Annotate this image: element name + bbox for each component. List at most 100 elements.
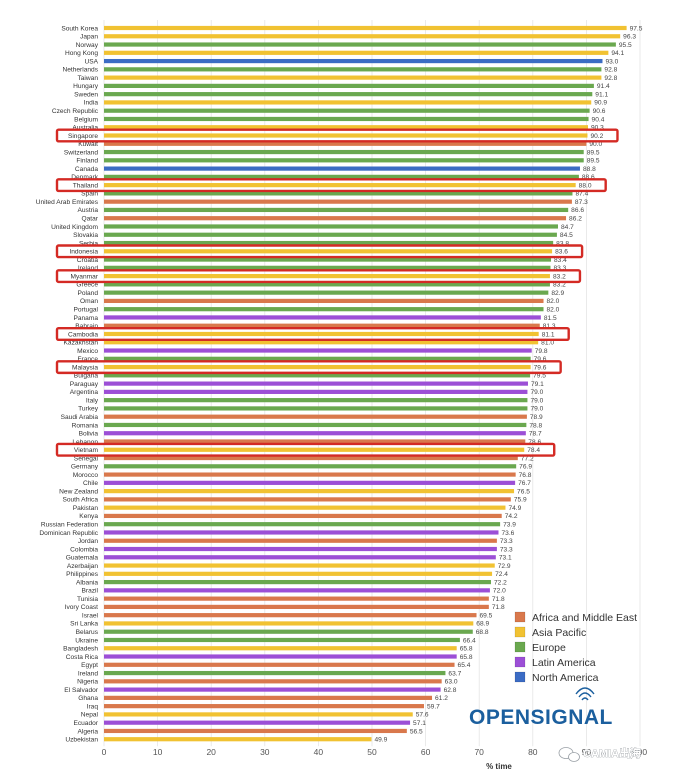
value-label-czech-republic: 90.6 xyxy=(593,108,606,115)
value-label-austria: 86.6 xyxy=(571,207,584,214)
value-label-bulgaria: 79.5 xyxy=(533,373,546,380)
bar-india xyxy=(104,100,592,105)
bar-belgium xyxy=(104,116,589,122)
legend-swatch-latam xyxy=(514,656,526,668)
value-label-taiwan: 92.8 xyxy=(604,75,617,82)
category-label-nepal: Nepal xyxy=(81,712,99,719)
bar-united-arab-emirates xyxy=(104,199,572,204)
category-label-argentina: Argentina xyxy=(70,389,99,396)
category-label-kuwait: Kuwait xyxy=(78,141,98,148)
category-label-saudi-arabia: Saudi Arabia xyxy=(61,414,99,421)
bar-japan xyxy=(104,34,621,39)
legend-label-asia: Asia Pacific xyxy=(532,627,586,639)
x-tick-0: 0 xyxy=(102,747,107,757)
bar-morocco xyxy=(104,472,516,477)
category-label-usa: USA xyxy=(84,58,98,65)
value-label-serbia: 83.8 xyxy=(556,240,569,247)
bar-thailand xyxy=(104,183,576,188)
bar-chile xyxy=(104,480,516,485)
legend-swatch-na xyxy=(514,671,526,683)
category-label-russian-federation: Russian Federation xyxy=(41,522,99,529)
value-label-greece: 83.2 xyxy=(553,282,566,289)
bar-bangladesh xyxy=(104,646,457,651)
highlight-box-vietnam xyxy=(55,442,556,457)
value-label-kuwait: 90.0 xyxy=(589,141,602,148)
value-label-finland: 89.5 xyxy=(587,158,600,165)
category-label-taiwan: Taiwan xyxy=(77,75,98,82)
value-label-sweden: 91.1 xyxy=(595,91,608,98)
bar-denmark xyxy=(104,174,579,179)
value-labels: 97.596.395.594.193.092.892.891.491.190.9… xyxy=(374,25,642,743)
value-label-saudi-arabia: 78.9 xyxy=(530,414,543,421)
value-label-uzbekistan: 49.9 xyxy=(374,737,387,744)
bar-switzerland xyxy=(104,149,584,155)
category-label-finland: Finland xyxy=(76,158,98,165)
value-label-denmark: 88.6 xyxy=(582,174,595,181)
value-label-bangladesh: 65.8 xyxy=(460,646,473,653)
value-label-costa-rica: 65.8 xyxy=(460,654,473,661)
category-label-lebanon: Lebanon xyxy=(72,439,98,446)
x-tick-70: 70 xyxy=(474,747,484,757)
value-label-italy: 79.0 xyxy=(530,397,543,404)
x-tick-40: 40 xyxy=(314,747,324,757)
bar-jordan xyxy=(104,538,497,543)
highlight-box-indonesia xyxy=(55,244,584,259)
bar-costa-rica xyxy=(104,654,457,659)
value-label-sri-lanka: 68.9 xyxy=(476,621,489,628)
category-label-dominican-republic: Dominican Republic xyxy=(39,530,98,537)
value-label-south-korea: 97.5 xyxy=(630,25,643,32)
category-label-el-salvador: El Salvador xyxy=(64,687,99,694)
x-tick-100: 100 xyxy=(633,747,647,757)
bar-kazakhstan xyxy=(104,340,539,345)
signal-waves-icon xyxy=(575,687,595,701)
bar-finland xyxy=(104,158,584,163)
bar-azerbaijan xyxy=(104,563,495,568)
category-label-turkey: Turkey xyxy=(78,406,99,413)
bar-uzbekistan xyxy=(104,737,372,742)
category-label-chile: Chile xyxy=(83,480,98,487)
bar-brazil xyxy=(104,588,490,593)
bar-italy xyxy=(104,398,528,403)
category-label-sri-lanka: Sri Lanka xyxy=(70,621,98,628)
bar-ireland xyxy=(104,265,551,270)
bar-south-africa xyxy=(104,497,511,502)
bar-austria xyxy=(104,207,569,213)
bar-belarus xyxy=(104,629,473,634)
bar-albania xyxy=(104,579,491,585)
value-label-norway: 95.5 xyxy=(619,42,632,49)
category-label-ukraine: Ukraine xyxy=(75,637,98,644)
value-label-el-salvador: 62.8 xyxy=(444,687,457,694)
bar-spain xyxy=(104,191,573,196)
bar-ecuador xyxy=(104,720,411,725)
value-label-canada: 88.8 xyxy=(583,166,596,173)
value-label-slovakia: 84.5 xyxy=(560,232,573,239)
x-tick-50: 50 xyxy=(367,747,377,757)
value-label-spain: 87.4 xyxy=(575,191,588,198)
value-label-kenya: 74.2 xyxy=(505,513,518,520)
bar-egypt xyxy=(104,662,455,667)
value-label-france: 79.6 xyxy=(534,356,547,363)
highlight-box-thailand xyxy=(55,178,607,193)
category-label-singapore: Singapore xyxy=(68,133,98,140)
bar-panama xyxy=(104,315,541,320)
value-label-germany: 76.9 xyxy=(519,464,532,471)
value-label-lebanon: 78.6 xyxy=(528,439,541,446)
value-label-united-kingdom: 84.7 xyxy=(561,224,574,231)
value-label-chile: 76.7 xyxy=(518,480,531,487)
category-label-philippines: Philippines xyxy=(66,571,99,578)
bar-turkey xyxy=(104,406,528,411)
bar-indonesia xyxy=(104,249,553,254)
category-label-uzbekistan: Uzbekistan xyxy=(65,737,98,744)
value-label-brazil: 72.0 xyxy=(493,588,506,595)
bar-argentina xyxy=(104,389,528,394)
category-label-indonesia: Indonesia xyxy=(69,249,98,256)
wechat-icon xyxy=(558,747,580,762)
category-label-guatemala: Guatemala xyxy=(66,555,99,562)
bar-norway xyxy=(104,42,616,47)
category-label-romania: Romania xyxy=(72,422,99,429)
value-label-nepal: 57.6 xyxy=(416,712,429,719)
value-label-cambodia: 81.1 xyxy=(542,331,555,338)
bar-oman xyxy=(104,298,544,304)
bar-new-zealand xyxy=(104,489,515,494)
category-label-jordan: Jordan xyxy=(78,538,98,545)
